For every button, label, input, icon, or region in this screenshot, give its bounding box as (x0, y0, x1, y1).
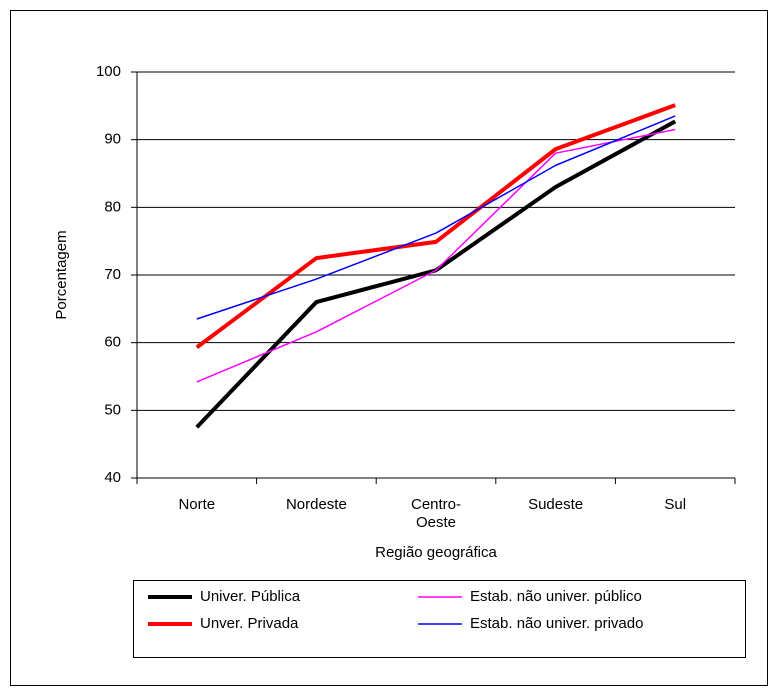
x-tick-label: Sul (664, 496, 686, 513)
legend-box (133, 580, 746, 658)
y-axis-title: Porcentagem (53, 230, 70, 319)
x-tick-label: Sudeste (528, 496, 583, 513)
y-tick-label: 100 (96, 63, 121, 80)
x-tick-label: Norte (178, 496, 215, 513)
series-line (196, 128, 676, 383)
y-tick-label: 90 (104, 131, 121, 148)
legend-label: Univer. Pública (200, 588, 301, 605)
legend-label: Estab. não univer. privado (470, 615, 643, 632)
y-tick-label: 70 (104, 266, 121, 283)
y-tick-label: 40 (104, 469, 121, 486)
series-line (195, 103, 676, 350)
y-tick-label: 50 (104, 401, 121, 418)
x-axis-title: Região geográfica (375, 544, 497, 561)
y-tick-label: 80 (104, 198, 121, 215)
x-tick-label: Nordeste (286, 496, 347, 513)
y-tick-label: 60 (104, 334, 121, 351)
series-line (196, 115, 676, 320)
legend-label: Unver. Privada (200, 615, 299, 632)
x-tick-label: Centro-Oeste (411, 496, 461, 531)
legend-label: Estab. não univer. público (470, 588, 642, 605)
